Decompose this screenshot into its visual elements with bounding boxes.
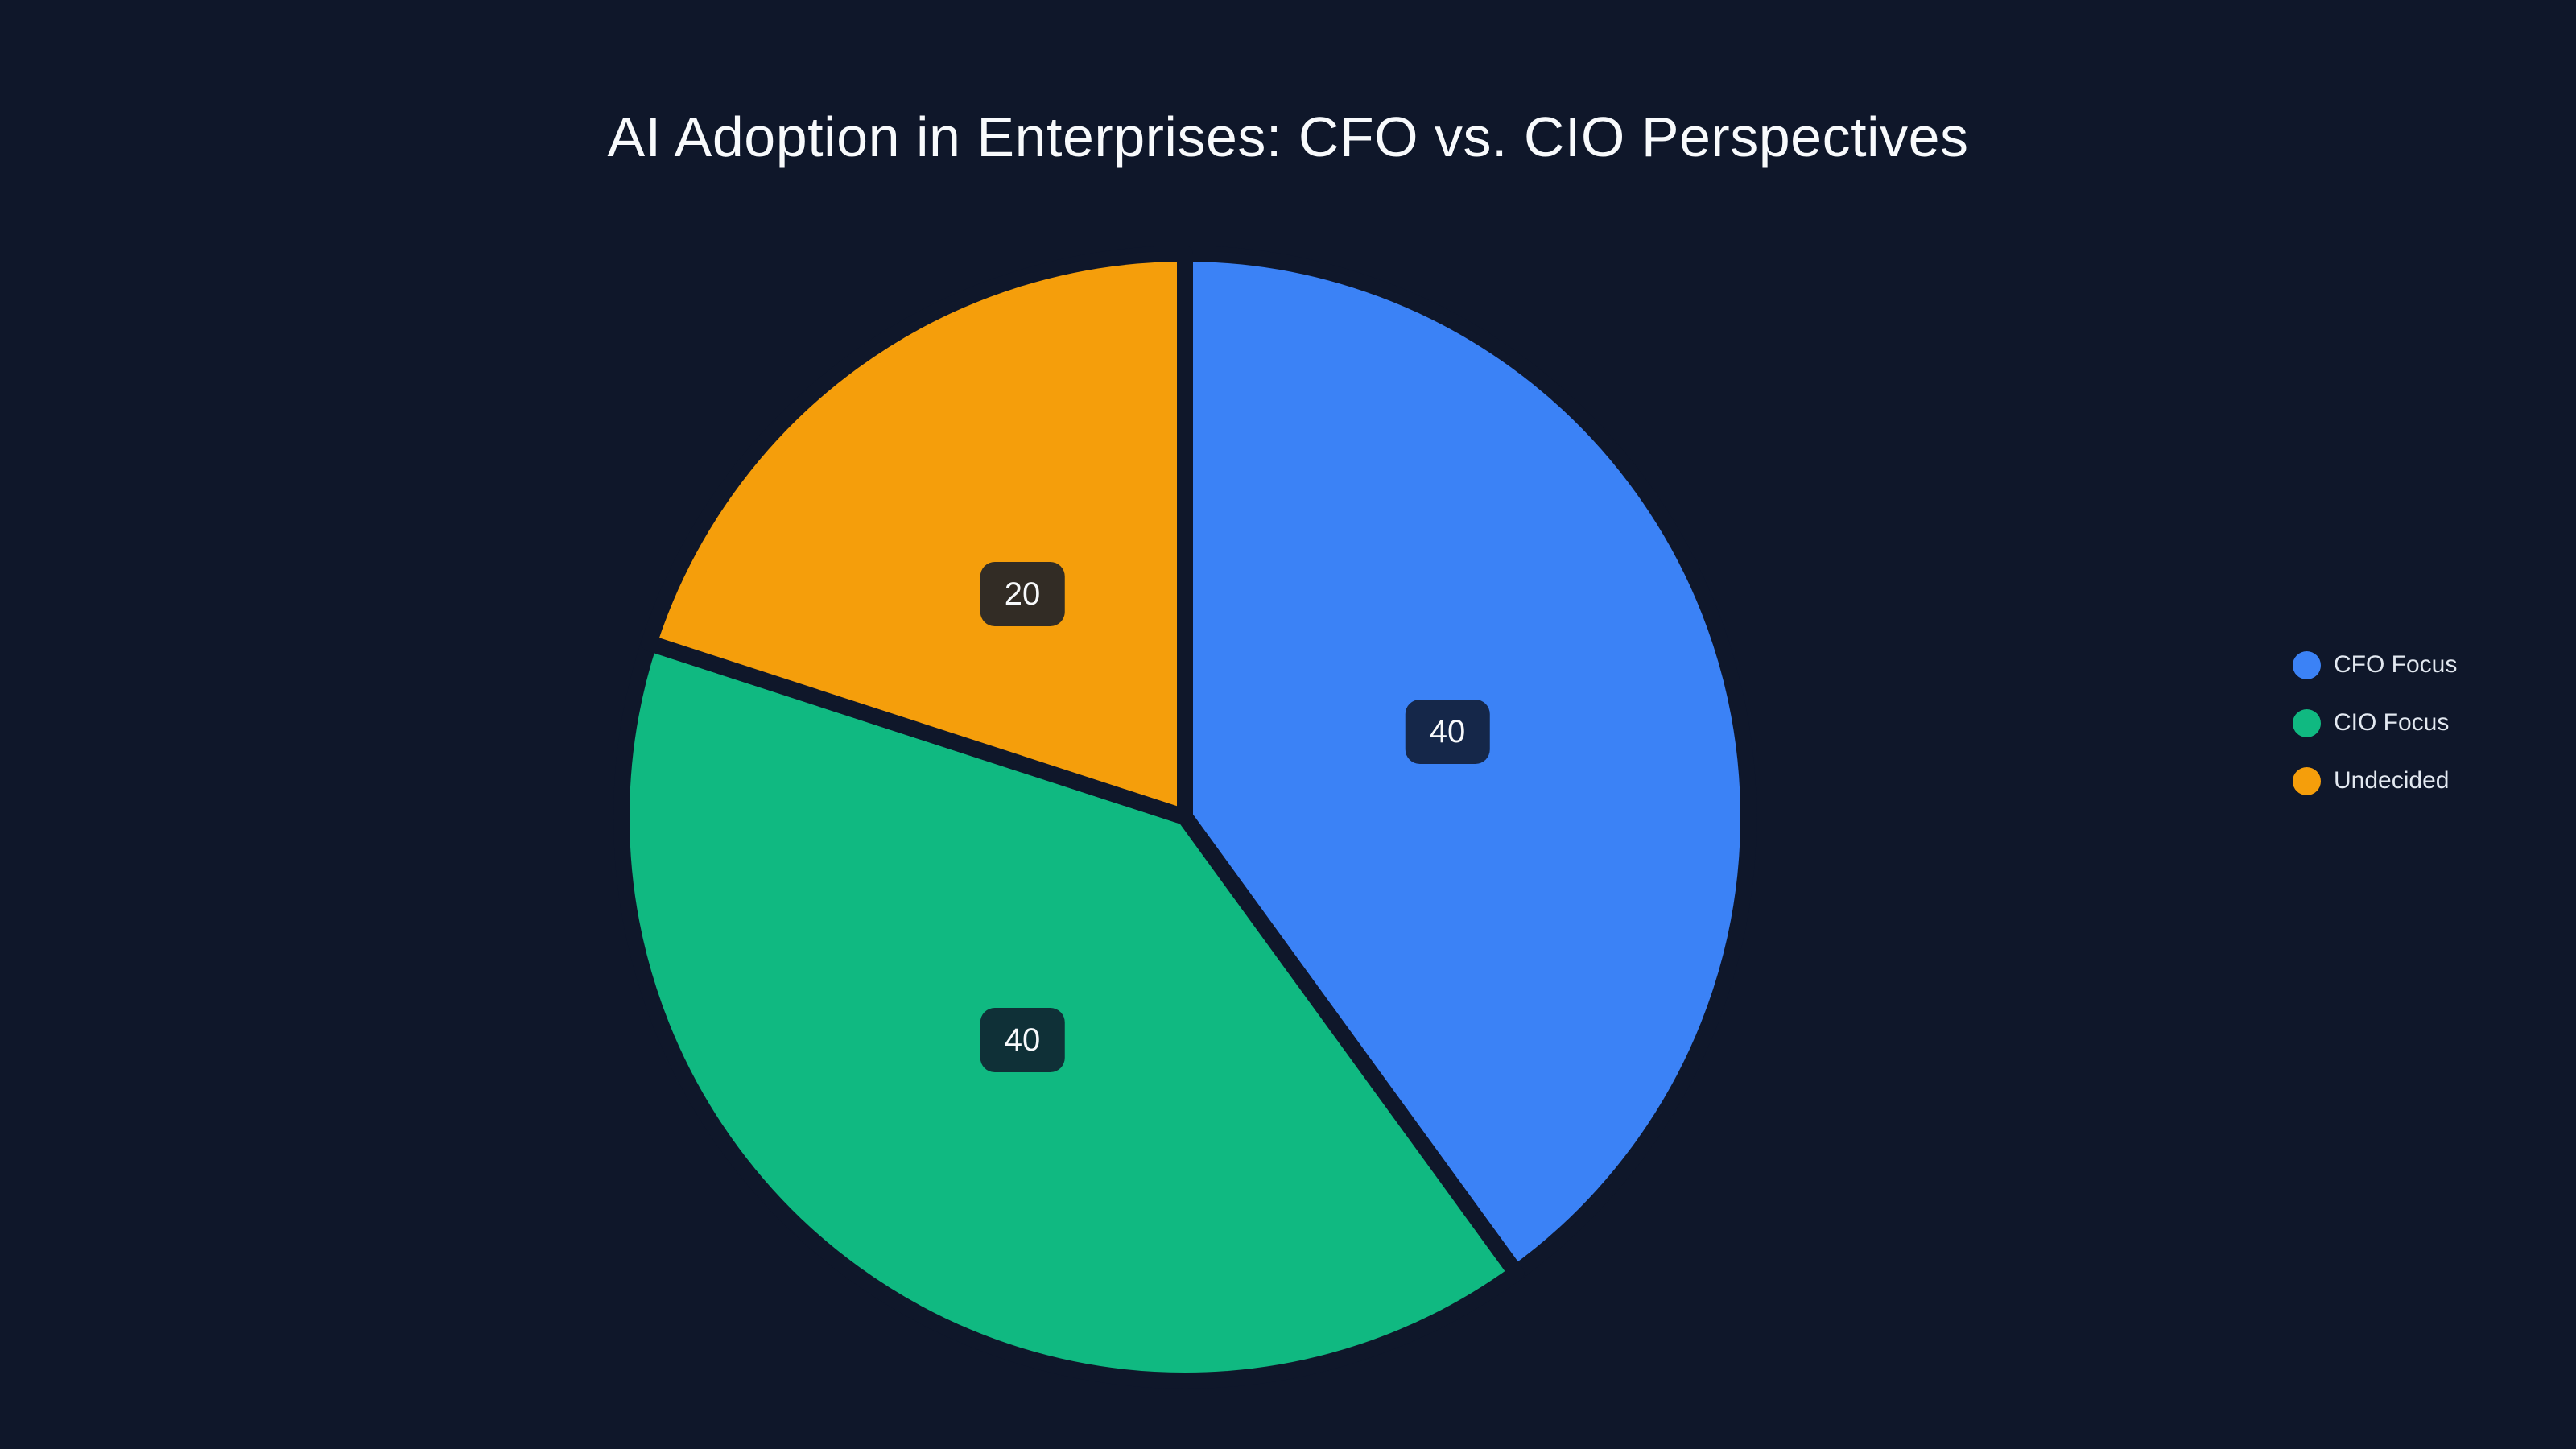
legend-item-label: CIO Focus <box>2334 709 2450 736</box>
legend-item-label: Undecided <box>2334 767 2450 794</box>
legend-item-cio-focus[interactable]: CIO Focus <box>2293 708 2457 737</box>
legend: CFO Focus CIO Focus Undecided <box>2293 650 2457 824</box>
legend-item-undecided[interactable]: Undecided <box>2293 766 2457 795</box>
pie-chart <box>613 246 1757 1389</box>
legend-marker-undecided-icon <box>2293 766 2321 795</box>
legend-marker-cio-focus-icon <box>2293 708 2321 737</box>
pie-slice-cio-focus[interactable] <box>613 634 1525 1389</box>
chart-title: AI Adoption in Enterprises: CFO vs. CIO … <box>607 105 1969 168</box>
legend-marker-cfo-focus-icon <box>2293 650 2321 679</box>
legend-item-cfo-focus[interactable]: CFO Focus <box>2293 650 2457 679</box>
pie-slice-undecided[interactable] <box>641 246 1193 825</box>
legend-item-label: CFO Focus <box>2334 651 2458 678</box>
